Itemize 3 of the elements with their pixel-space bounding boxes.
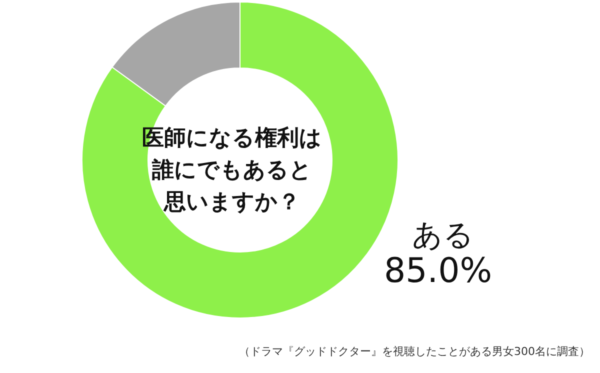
- text: （ドラマ『グッドドクター』を視聴したことがある男女300名に調査）: [239, 345, 590, 358]
- data-label: 85.0%: [384, 251, 492, 291]
- slice-label: ある: [412, 218, 474, 253]
